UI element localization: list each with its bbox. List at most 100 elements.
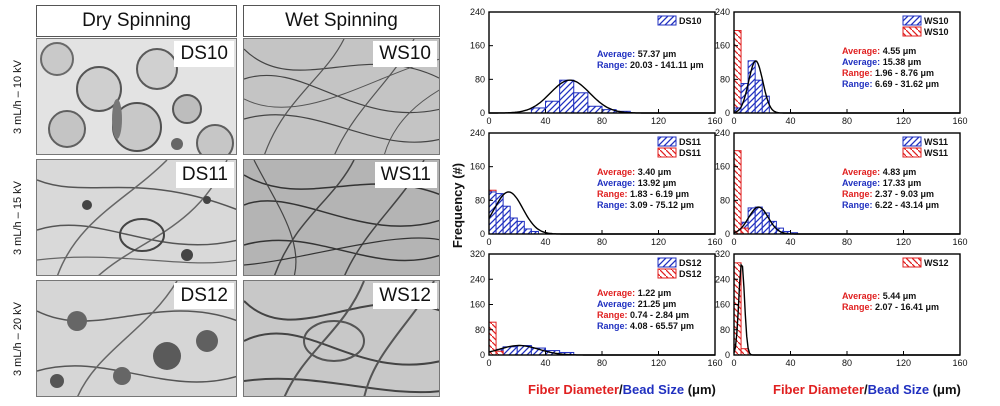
y-tick-label: 80 <box>720 74 730 84</box>
y-tick-label: 80 <box>720 325 730 335</box>
x-tick-label: 120 <box>896 358 911 368</box>
histogram-bar-bead <box>523 228 532 235</box>
x-tick-label: 0 <box>731 358 736 368</box>
stat-bead: Average: 21.25 μm <box>597 299 676 309</box>
y-tick-label: 160 <box>470 162 485 172</box>
y-tick-label: 320 <box>470 249 485 259</box>
y-tick-label: 240 <box>470 274 485 284</box>
y-tick-label: 0 <box>725 229 730 239</box>
x-tick-label: 40 <box>540 116 550 126</box>
micrograph-ds10: DS10 <box>36 38 237 155</box>
x-tick-label: 0 <box>731 237 736 247</box>
y-axis-label: Frequency (#) <box>450 162 466 248</box>
x-tick-label: 160 <box>707 358 722 368</box>
legend-swatch-bead <box>902 136 922 147</box>
micrograph-ds12: DS12 <box>36 280 237 397</box>
stat-bead: Range: 6.69 - 31.62 μm <box>842 79 939 89</box>
y-tick-label: 0 <box>480 350 485 360</box>
y-tick-label: 240 <box>470 7 485 17</box>
legend-swatch-fiber <box>902 26 922 37</box>
x-tick-label: 40 <box>785 116 795 126</box>
y-tick-label: 240 <box>715 128 730 138</box>
y-tick-label: 0 <box>725 108 730 118</box>
histogram-bar-bead <box>754 79 763 114</box>
stat-fiber: Range: 1.96 - 8.76 μm <box>842 68 934 78</box>
stat-fiber: Average: 4.83 μm <box>842 167 916 177</box>
histogram-bar-fiber <box>740 227 749 235</box>
stat-bead: Range: 3.09 - 75.12 μm <box>597 200 694 210</box>
legend-label: WS12 <box>924 258 949 268</box>
legend-label: WS10 <box>924 27 949 37</box>
x-tick-label: 80 <box>842 358 852 368</box>
y-tick-label: 160 <box>715 162 730 172</box>
x-tick-label: 160 <box>952 116 967 126</box>
x-tick-label: 80 <box>597 116 607 126</box>
y-tick-label: 0 <box>480 229 485 239</box>
y-tick-label: 160 <box>715 300 730 310</box>
histogram-bar-bead <box>761 212 770 235</box>
micrograph-ds11-texture <box>37 160 236 275</box>
x-label-separator: / <box>864 382 868 397</box>
stat-fiber: Average: 5.44 μm <box>842 291 916 301</box>
stat-bead: Average: 15.38 μm <box>842 57 921 67</box>
legend-swatch-fiber <box>902 257 922 268</box>
y-tick-label: 160 <box>470 300 485 310</box>
x-label-fiber: Fiber Diameter <box>528 382 620 397</box>
micrograph-ws11: WS11 <box>243 159 440 276</box>
legend-label: DS11 <box>679 148 701 158</box>
x-tick-label: 160 <box>707 237 722 247</box>
micrograph-label: WS12 <box>373 283 437 309</box>
x-label-bead: Bead Size <box>622 382 685 397</box>
x-tick-label: 80 <box>842 116 852 126</box>
y-tick-label: 0 <box>725 350 730 360</box>
x-tick-label: 40 <box>540 237 550 247</box>
x-tick-label: 160 <box>952 237 967 247</box>
legend-swatch-bead <box>902 15 922 26</box>
micrograph-ds11: DS11 <box>36 159 237 276</box>
legend-label: DS12 <box>679 269 702 279</box>
stat-bead: Average: 17.33 μm <box>842 178 921 188</box>
x-tick-label: 0 <box>486 237 491 247</box>
legend-swatch-fiber <box>657 268 677 279</box>
stat-fiber: Average: 1.22 μm <box>597 288 671 298</box>
histogram-bar-bead <box>502 205 511 235</box>
legend-label: DS12 <box>679 258 702 268</box>
x-tick-label: 40 <box>785 237 795 247</box>
x-tick-label: 160 <box>707 116 722 126</box>
stat-bead: Range: 20.03 - 141.11 μm <box>597 60 704 70</box>
stat-bead: Average: 13.92 μm <box>597 178 676 188</box>
x-tick-label: 120 <box>896 116 911 126</box>
x-axis-label-left: Fiber Diameter/Bead Size (μm) <box>528 382 716 397</box>
x-tick-label: 40 <box>785 358 795 368</box>
y-tick-label: 240 <box>715 7 730 17</box>
histogram-bar-bead <box>754 206 763 235</box>
y-tick-label: 80 <box>475 325 485 335</box>
micrograph-label: DS10 <box>174 41 234 67</box>
micrograph-ws12: WS12 <box>243 280 440 397</box>
histogram-bar-fiber <box>733 150 742 235</box>
x-tick-label: 0 <box>486 358 491 368</box>
legend-label: WS11 <box>924 137 948 147</box>
micrograph-label: DS12 <box>174 283 234 309</box>
x-tick-label: 80 <box>842 237 852 247</box>
micrograph-label: DS11 <box>175 162 234 188</box>
histogram-bar-bead <box>559 79 575 114</box>
histogram-bar-fiber <box>733 30 742 114</box>
y-tick-label: 160 <box>715 41 730 51</box>
stat-bead: Range: 4.08 - 65.57 μm <box>597 321 694 331</box>
stat-bead: Range: 6.22 - 43.14 μm <box>842 200 939 210</box>
histogram-bar-bead <box>587 105 603 114</box>
stat-fiber: Range: 2.37 - 9.03 μm <box>842 189 934 199</box>
histogram-bar-bead <box>530 107 546 114</box>
y-tick-label: 80 <box>720 195 730 205</box>
x-tick-label: 40 <box>540 358 550 368</box>
x-tick-label: 80 <box>597 237 607 247</box>
x-label-unit: (μm) <box>684 382 716 397</box>
y-tick-label: 240 <box>470 128 485 138</box>
x-label-fiber: Fiber Diameter <box>773 382 865 397</box>
legend-swatch-fiber <box>902 147 922 158</box>
